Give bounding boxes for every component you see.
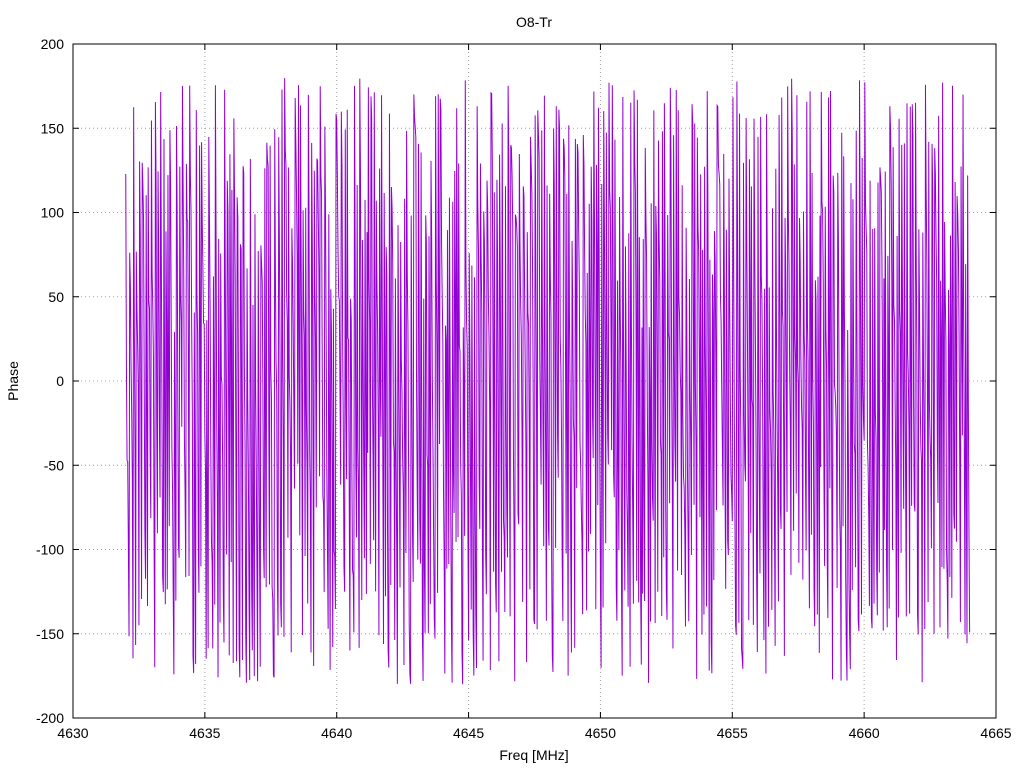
x-axis-label: Freq [MHz] [499, 747, 568, 763]
x-tick-label: 4630 [57, 725, 88, 741]
y-tick-label: 0 [56, 373, 64, 389]
y-tick-label: 150 [41, 120, 65, 136]
axis-ticks [72, 43, 997, 719]
y-tick-label: -150 [36, 626, 64, 642]
chart-title: O8-Tr [516, 14, 552, 30]
y-tick-label: 50 [48, 289, 64, 305]
y-axis-label: Phase [5, 361, 21, 401]
x-tick-label: 4645 [453, 725, 484, 741]
x-tick-label: 4640 [321, 725, 352, 741]
y-tick-label: -50 [44, 457, 64, 473]
y-tick-label: 200 [41, 36, 65, 52]
x-tick-label: 4660 [849, 725, 880, 741]
x-tick-label: 4650 [585, 725, 616, 741]
x-tick-label: 4665 [980, 725, 1011, 741]
y-tick-label: 100 [41, 205, 65, 221]
x-tick-label: 4635 [189, 725, 220, 741]
phase-series-line [125, 78, 971, 685]
y-tick-label: -200 [36, 710, 64, 726]
series-layer [125, 78, 971, 685]
tick-labels: 4630 4635 4640 4645 4650 4655 4660 4665 -200 -150… [36, 36, 1012, 741]
y-tick-label: -100 [36, 542, 64, 558]
x-tick-label: 4655 [717, 725, 748, 741]
